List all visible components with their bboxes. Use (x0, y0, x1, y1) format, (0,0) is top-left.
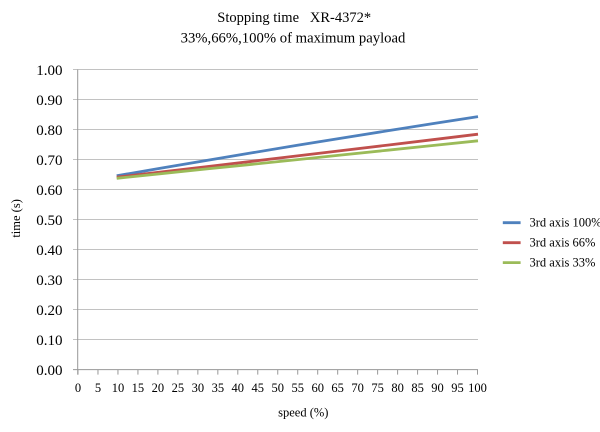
svg-text:80: 80 (391, 381, 404, 395)
svg-text:15: 15 (132, 381, 145, 395)
svg-text:speed (%): speed (%) (278, 405, 328, 419)
svg-text:20: 20 (152, 381, 165, 395)
svg-text:10: 10 (112, 381, 125, 395)
svg-text:70: 70 (351, 381, 364, 395)
svg-text:45: 45 (252, 381, 265, 395)
svg-text:40: 40 (232, 381, 245, 395)
svg-text:0.60: 0.60 (36, 183, 62, 199)
svg-text:95: 95 (451, 381, 464, 395)
svg-text:90: 90 (431, 381, 444, 395)
svg-text:65: 65 (331, 381, 344, 395)
svg-text:time (s): time (s) (9, 199, 23, 238)
svg-text:0.50: 0.50 (36, 213, 62, 229)
svg-text:33%,66%,100% of maximum payloa: 33%,66%,100% of maximum payload (181, 31, 406, 47)
svg-text:3rd axis 66%: 3rd axis 66% (530, 235, 596, 249)
svg-text:60: 60 (311, 381, 324, 395)
svg-text:3rd axis 33%: 3rd axis 33% (530, 255, 596, 269)
svg-text:3rd axis 100%: 3rd axis 100% (530, 215, 600, 229)
svg-text:85: 85 (411, 381, 424, 395)
svg-text:75: 75 (371, 381, 384, 395)
svg-text:55: 55 (291, 381, 304, 395)
svg-text:0.00: 0.00 (36, 363, 62, 379)
svg-text:0.70: 0.70 (36, 153, 62, 169)
svg-text:5: 5 (95, 381, 101, 395)
svg-text:100: 100 (468, 381, 487, 395)
svg-text:30: 30 (192, 381, 205, 395)
svg-text:25: 25 (172, 381, 185, 395)
svg-text:0.10: 0.10 (36, 333, 62, 349)
svg-text:50: 50 (272, 381, 285, 395)
svg-text:1.00: 1.00 (36, 63, 62, 79)
svg-text:0.90: 0.90 (36, 93, 62, 109)
svg-text:0.40: 0.40 (36, 243, 62, 259)
svg-text:Stopping time XR-4372*: Stopping time XR-4372* (217, 10, 371, 26)
svg-text:0.30: 0.30 (36, 273, 62, 289)
svg-text:0: 0 (75, 381, 81, 395)
svg-text:35: 35 (212, 381, 225, 395)
svg-text:0.80: 0.80 (36, 123, 62, 139)
svg-text:0.20: 0.20 (36, 303, 62, 319)
